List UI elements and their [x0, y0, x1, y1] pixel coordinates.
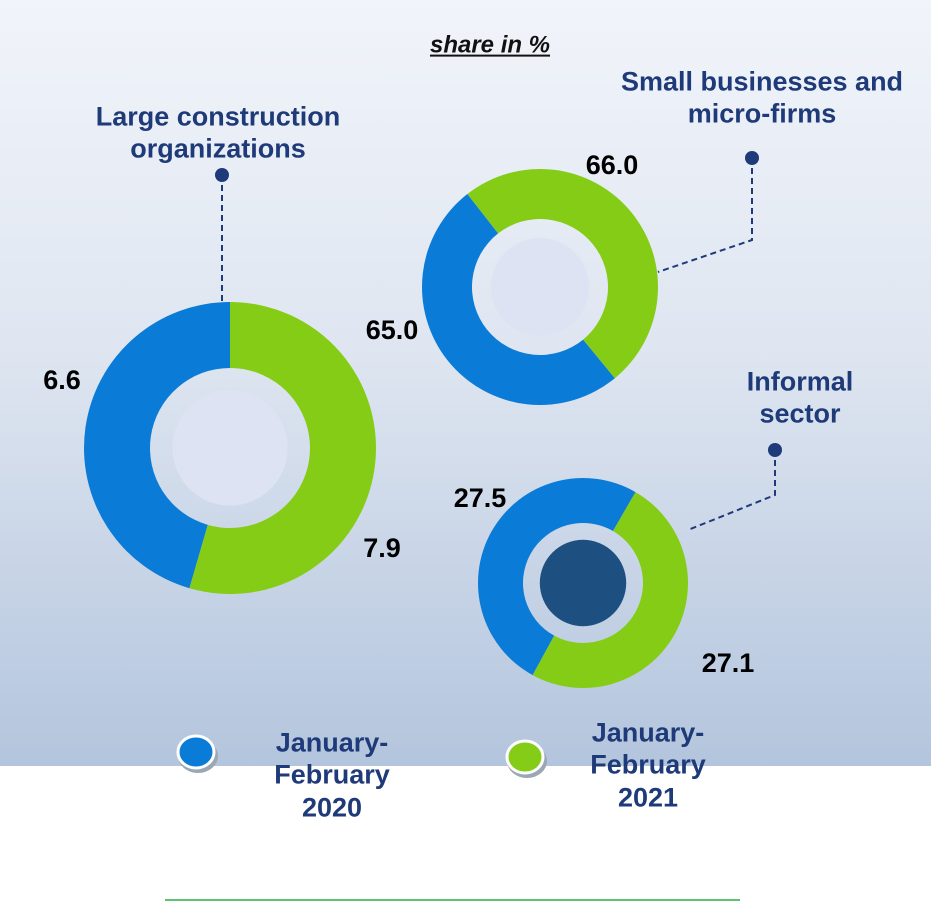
leader-line: [688, 450, 775, 530]
chart-title: share in %: [430, 32, 550, 61]
category-label: Small businesses and micro-firms: [612, 66, 912, 131]
leader-line: [658, 158, 752, 272]
leader-dot: [768, 443, 782, 457]
category-label: Informal sector: [710, 366, 890, 431]
leader-dot: [215, 168, 229, 182]
value-label: 6.6: [43, 364, 81, 396]
center-icon: [540, 540, 626, 626]
legend-label: January-February 2021: [573, 716, 723, 813]
value-label: 27.5: [454, 482, 507, 514]
value-label: 27.1: [702, 647, 755, 679]
value-label: 65.0: [366, 314, 419, 346]
legend-swatch: [178, 736, 214, 768]
value-label: 66.0: [586, 149, 639, 181]
value-label: 7.9: [363, 532, 401, 564]
legend-label: January-February 2020: [257, 726, 407, 823]
legend-swatch: [507, 741, 543, 773]
page: share in % (() => { const data = JSON.pa…: [0, 0, 931, 903]
center-icon: [172, 390, 287, 505]
leader-dot: [745, 151, 759, 165]
category-label: Large construction organizations: [58, 101, 378, 166]
center-icon: [491, 238, 589, 336]
